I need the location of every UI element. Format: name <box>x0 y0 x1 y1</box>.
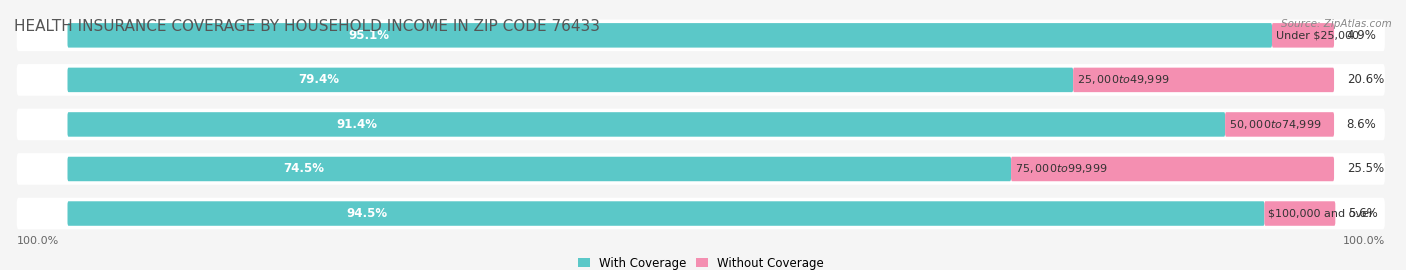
Text: 74.5%: 74.5% <box>283 163 323 176</box>
Text: $25,000 to $49,999: $25,000 to $49,999 <box>1077 73 1170 86</box>
Text: 8.6%: 8.6% <box>1347 118 1376 131</box>
FancyBboxPatch shape <box>17 109 1385 140</box>
FancyBboxPatch shape <box>67 23 1272 48</box>
Text: $100,000 and over: $100,000 and over <box>1268 208 1374 218</box>
FancyBboxPatch shape <box>67 112 1225 137</box>
FancyBboxPatch shape <box>1264 201 1336 226</box>
Text: 20.6%: 20.6% <box>1347 73 1384 86</box>
Text: 25.5%: 25.5% <box>1347 163 1384 176</box>
FancyBboxPatch shape <box>1073 68 1334 92</box>
Legend: With Coverage, Without Coverage: With Coverage, Without Coverage <box>578 257 824 270</box>
Text: HEALTH INSURANCE COVERAGE BY HOUSEHOLD INCOME IN ZIP CODE 76433: HEALTH INSURANCE COVERAGE BY HOUSEHOLD I… <box>14 19 600 34</box>
Text: Under $25,000: Under $25,000 <box>1275 30 1358 40</box>
Text: 94.5%: 94.5% <box>346 207 387 220</box>
FancyBboxPatch shape <box>17 64 1385 96</box>
FancyBboxPatch shape <box>17 198 1385 229</box>
Text: Source: ZipAtlas.com: Source: ZipAtlas.com <box>1281 19 1392 29</box>
FancyBboxPatch shape <box>1272 23 1334 48</box>
FancyBboxPatch shape <box>67 68 1073 92</box>
FancyBboxPatch shape <box>67 157 1011 181</box>
Text: 95.1%: 95.1% <box>349 29 389 42</box>
FancyBboxPatch shape <box>1011 157 1334 181</box>
Text: 91.4%: 91.4% <box>336 118 377 131</box>
FancyBboxPatch shape <box>67 201 1264 226</box>
Text: $50,000 to $74,999: $50,000 to $74,999 <box>1229 118 1322 131</box>
FancyBboxPatch shape <box>1225 112 1334 137</box>
FancyBboxPatch shape <box>17 19 1385 51</box>
Text: 100.0%: 100.0% <box>17 236 59 246</box>
Text: 4.9%: 4.9% <box>1347 29 1376 42</box>
FancyBboxPatch shape <box>17 153 1385 185</box>
Text: $75,000 to $99,999: $75,000 to $99,999 <box>1015 163 1108 176</box>
Text: 100.0%: 100.0% <box>1343 236 1385 246</box>
Text: 79.4%: 79.4% <box>298 73 339 86</box>
Text: 5.6%: 5.6% <box>1348 207 1378 220</box>
